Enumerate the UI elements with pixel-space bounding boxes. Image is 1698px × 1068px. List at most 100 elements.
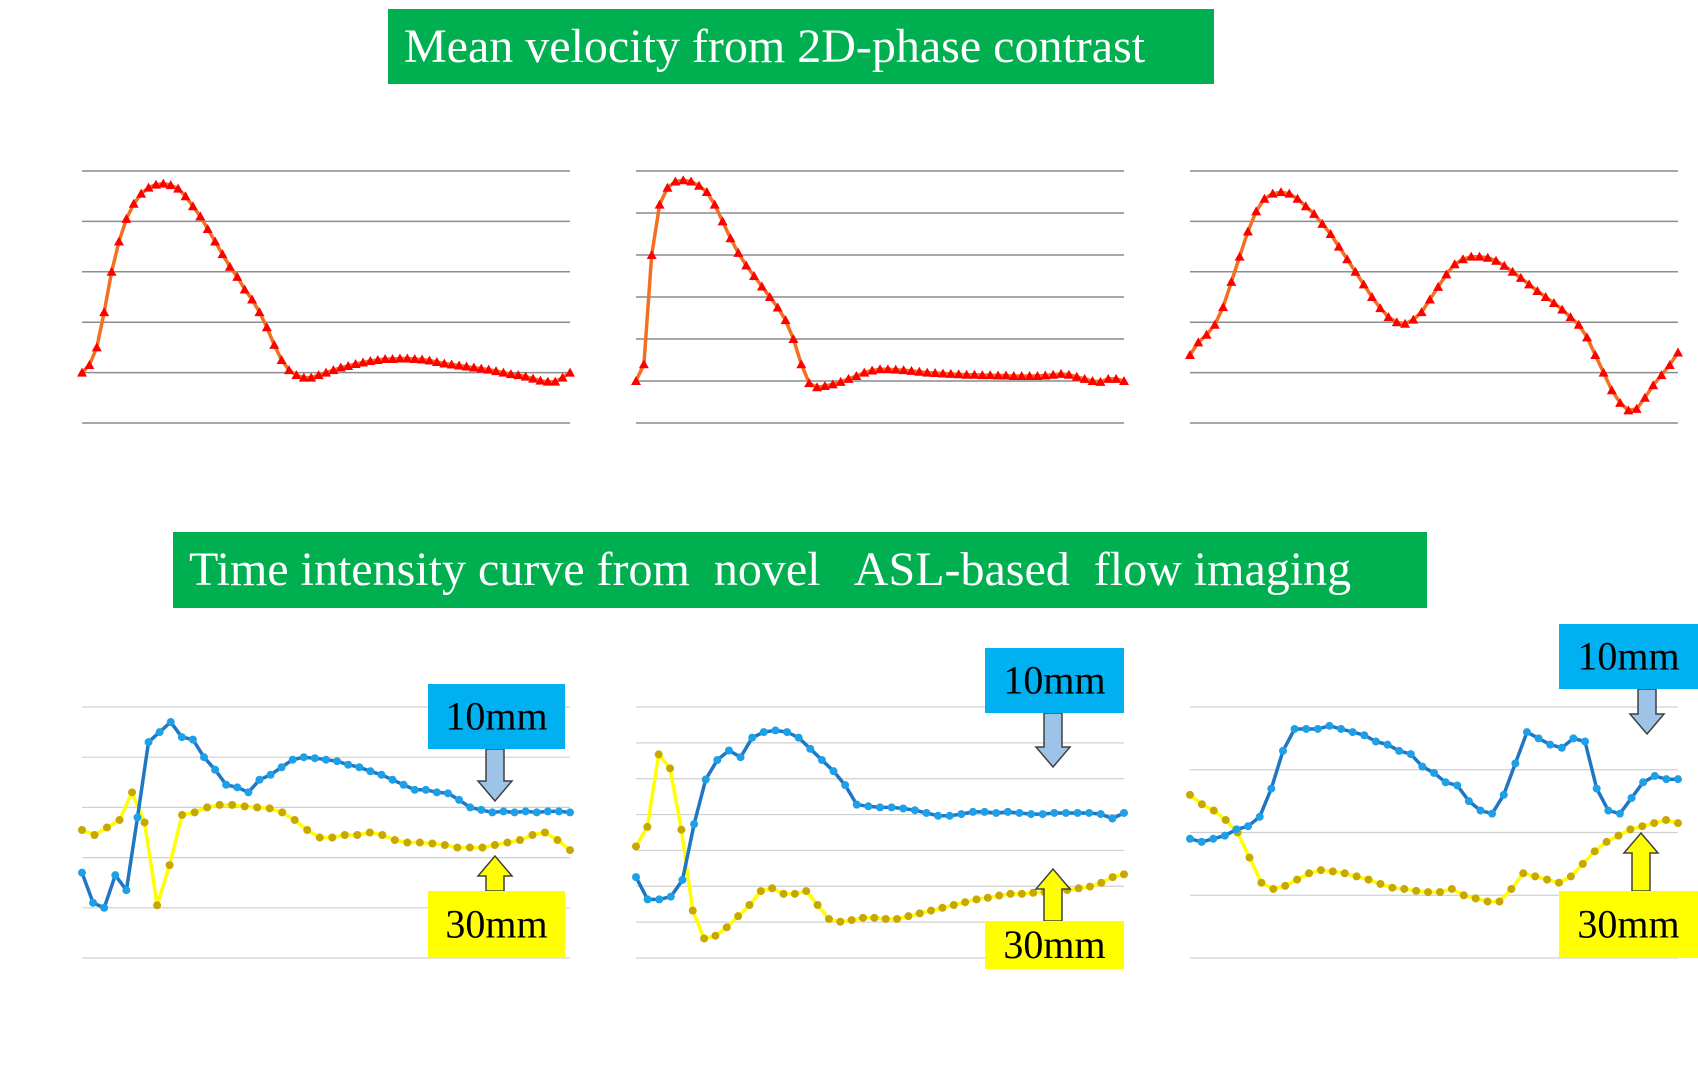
data-point <box>158 178 169 188</box>
data-point <box>424 355 435 365</box>
data-point <box>1284 188 1295 198</box>
data-point <box>1375 303 1386 313</box>
down-arrow-icon <box>1034 712 1072 769</box>
data-point <box>353 831 362 840</box>
data-point <box>1639 392 1650 402</box>
data-point <box>550 376 561 386</box>
data-point <box>749 271 760 280</box>
data-point <box>247 294 258 304</box>
data-point <box>1400 318 1411 328</box>
data-point <box>290 815 299 824</box>
data-point <box>1061 808 1070 817</box>
data-point <box>890 364 901 374</box>
data-point <box>409 353 420 363</box>
data-point <box>1540 292 1551 301</box>
data-point <box>764 292 775 301</box>
data-point <box>748 733 757 742</box>
data-point <box>1424 294 1435 304</box>
data-point <box>1662 815 1671 824</box>
data-point <box>1548 298 1559 308</box>
data-point <box>432 788 441 797</box>
data-point <box>1095 376 1106 386</box>
data-point <box>165 180 176 190</box>
data-point <box>949 901 958 910</box>
data-point <box>476 363 487 373</box>
data-point <box>701 187 712 196</box>
data-point <box>1278 746 1287 755</box>
data-point <box>1499 790 1508 799</box>
data-point <box>366 767 375 776</box>
data-point <box>1071 371 1082 381</box>
data-point <box>1085 882 1094 891</box>
data-point <box>904 912 913 921</box>
data-point <box>365 356 376 366</box>
data-point <box>1435 888 1444 897</box>
data-point <box>945 811 954 820</box>
data-point <box>491 366 502 376</box>
up-arrow-icon <box>476 854 514 892</box>
data-point <box>1674 775 1682 784</box>
data-point <box>1226 276 1237 286</box>
data-point <box>488 808 497 817</box>
data-point <box>1638 822 1647 831</box>
data-point <box>655 895 664 904</box>
data-point <box>521 807 530 816</box>
data-point <box>402 353 413 363</box>
data-point <box>306 372 317 382</box>
data-point <box>977 370 988 380</box>
data-point <box>378 831 387 840</box>
data-point <box>1103 373 1114 383</box>
data-point <box>265 804 274 813</box>
data-point <box>1471 894 1480 903</box>
data-point <box>824 914 833 923</box>
data-point <box>1406 750 1415 759</box>
data-point <box>1186 790 1194 799</box>
data-point <box>1522 728 1531 737</box>
data-point <box>934 811 943 820</box>
data-point <box>870 913 879 922</box>
data-point <box>1606 385 1617 395</box>
data-point <box>503 838 512 847</box>
data-point <box>333 757 342 766</box>
data-point <box>1565 312 1576 322</box>
data-point <box>310 754 319 763</box>
data-point <box>1348 728 1357 737</box>
data-point <box>741 260 752 270</box>
data-point <box>253 803 262 812</box>
data-point <box>303 825 312 834</box>
data-point <box>841 781 850 790</box>
data-point <box>261 322 272 332</box>
data-point <box>1003 807 1012 816</box>
data-point <box>165 861 174 870</box>
data-point <box>1325 229 1336 238</box>
data-point <box>1316 866 1325 875</box>
data-point <box>540 828 549 837</box>
data-point <box>1111 373 1122 383</box>
data-point <box>1087 376 1098 385</box>
data-point <box>1673 347 1683 357</box>
data-point <box>84 360 95 370</box>
data-point <box>881 914 890 923</box>
data-point <box>1221 815 1230 824</box>
data-point <box>1350 266 1361 276</box>
data-point <box>957 810 966 819</box>
data-point <box>768 884 777 893</box>
data-point <box>1648 380 1659 390</box>
data-point <box>1491 255 1502 265</box>
data-point <box>961 898 970 907</box>
label-30mm-box <box>985 921 1124 969</box>
data-point <box>756 281 767 291</box>
data-point <box>772 302 783 312</box>
data-point <box>128 198 139 208</box>
data-point <box>1383 740 1392 749</box>
data-point <box>121 213 132 223</box>
data-point <box>666 892 675 901</box>
data-point <box>1459 891 1468 900</box>
data-point <box>1038 810 1047 819</box>
data-point <box>632 842 640 851</box>
data-point <box>1120 870 1128 879</box>
data-point <box>1602 837 1611 846</box>
data-point <box>446 359 457 369</box>
label-30mm: 30mm <box>1003 922 1105 967</box>
data-point <box>887 803 896 812</box>
